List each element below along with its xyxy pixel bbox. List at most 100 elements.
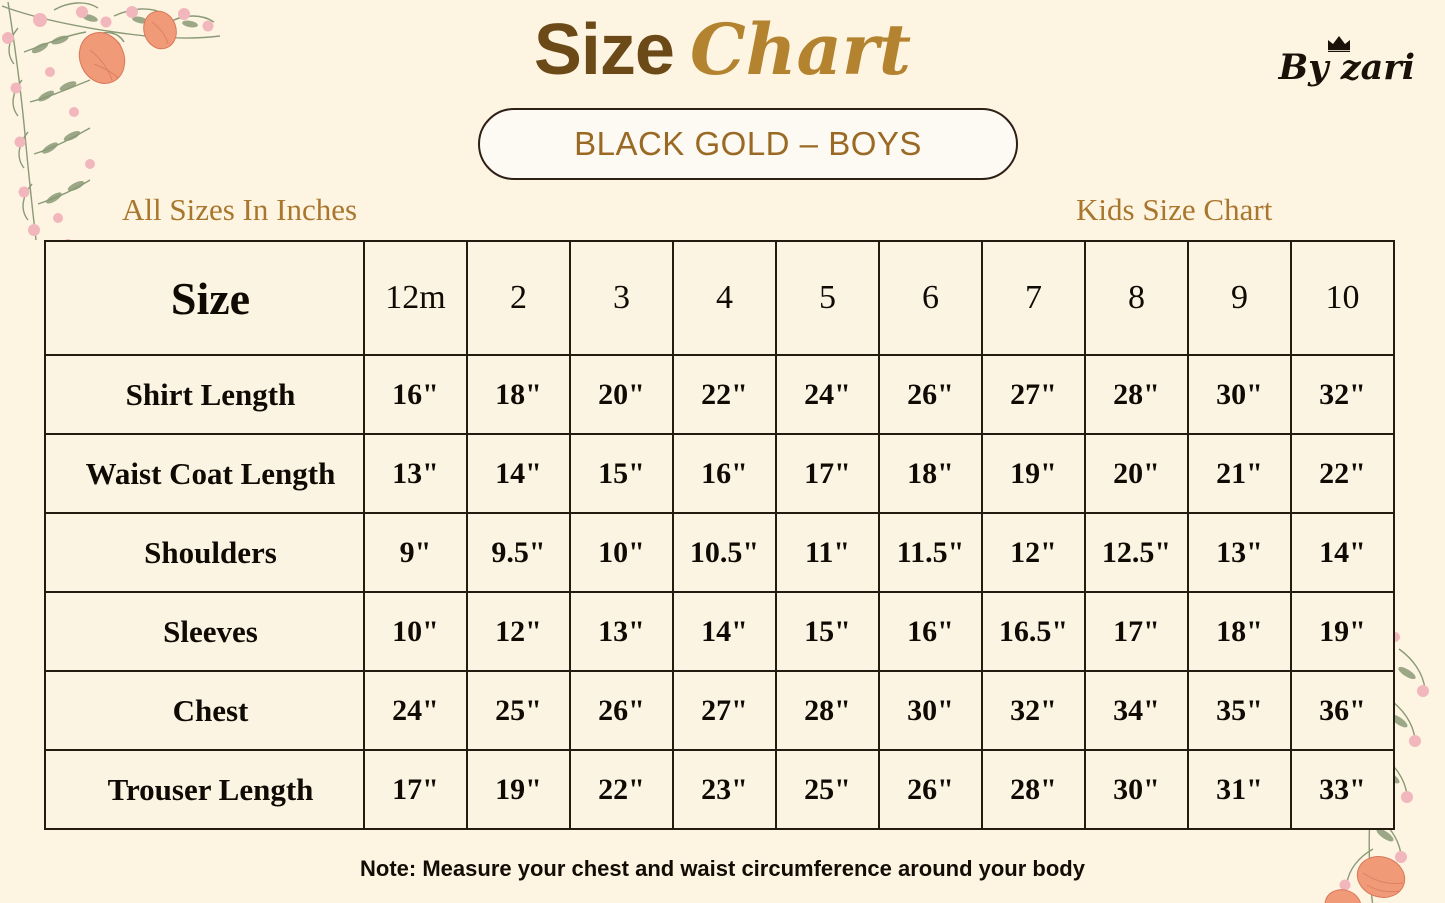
measurement-cell: 10" xyxy=(363,591,468,672)
table-head: Size 12m 2 3 4 5 6 7 8 9 10 xyxy=(44,240,1395,356)
header-cell-size-3: 3 xyxy=(569,240,674,356)
caption-chart-kind: Kids Size Chart xyxy=(1076,192,1273,227)
measurement-cell: 16" xyxy=(363,354,468,435)
measurement-cell: 26" xyxy=(878,749,983,830)
table-row: Shoulders 9" 9.5" 10" 10.5" 11" 11.5" 12" 12.5" 1… xyxy=(44,512,1395,593)
header-cell-size: Size xyxy=(44,240,365,356)
measurement-cell: 30" xyxy=(878,670,983,751)
measurement-cell: 25" xyxy=(775,749,880,830)
measurement-cell: 14" xyxy=(672,591,777,672)
measurement-cell: 12" xyxy=(981,512,1086,593)
measurement-cell: 12" xyxy=(466,591,571,672)
row-label: Waist Coat Length xyxy=(44,433,365,514)
table-body: Shirt Length 16" 18" 20" 22" 24" 26" 27" 28" 30" 3… xyxy=(44,354,1395,830)
measurement-cell: 21" xyxy=(1187,433,1292,514)
measurement-cell: 36" xyxy=(1290,670,1395,751)
measurement-cell: 26" xyxy=(569,670,674,751)
measurement-cell: 16" xyxy=(672,433,777,514)
measurement-cell: 24" xyxy=(363,670,468,751)
measurement-cell: 17" xyxy=(775,433,880,514)
header-cell-size-6: 6 xyxy=(878,240,983,356)
measurement-cell: 23" xyxy=(672,749,777,830)
measurement-cell: 30" xyxy=(1084,749,1189,830)
measurement-cell: 32" xyxy=(1290,354,1395,435)
measurement-note: Note: Measure your chest and waist circu… xyxy=(360,856,1085,881)
measurement-cell: 16.5" xyxy=(981,591,1086,672)
header-cell-size-2: 2 xyxy=(466,240,571,356)
crown-icon xyxy=(1328,36,1350,52)
measurement-cell: 12.5" xyxy=(1084,512,1189,593)
row-label: Chest xyxy=(44,670,365,751)
row-label: Shirt Length xyxy=(44,354,365,435)
measurement-cell: 24" xyxy=(775,354,880,435)
measurement-cell: 28" xyxy=(1084,354,1189,435)
measurement-cell: 13" xyxy=(1187,512,1292,593)
measurement-cell: 10" xyxy=(569,512,674,593)
measurement-cell: 11" xyxy=(775,512,880,593)
header-cell-size-5: 5 xyxy=(775,240,880,356)
measurement-cell: 22" xyxy=(1290,433,1395,514)
header-cell-size-8: 8 xyxy=(1084,240,1189,356)
header-cell-size-9: 9 xyxy=(1187,240,1292,356)
measurement-cell: 19" xyxy=(1290,591,1395,672)
row-label: Sleeves xyxy=(44,591,365,672)
measurement-cell: 22" xyxy=(672,354,777,435)
measurement-cell: 17" xyxy=(1084,591,1189,672)
measurement-cell: 31" xyxy=(1187,749,1292,830)
header-cell-size-7: 7 xyxy=(981,240,1086,356)
size-chart-table-wrapper: Size 12m 2 3 4 5 6 7 8 9 10 Shirt Length 16" 18" 20"… xyxy=(44,240,1395,830)
table-captions: All Sizes In Inches Kids Size Chart xyxy=(0,192,1445,236)
measurement-cell: 35" xyxy=(1187,670,1292,751)
measurement-cell: 9.5" xyxy=(466,512,571,593)
header-cell-size-12m: 12m xyxy=(363,240,468,356)
caption-units: All Sizes In Inches xyxy=(122,192,358,227)
table-row: Shirt Length 16" 18" 20" 22" 24" 26" 27" 28" 30" 3… xyxy=(44,354,1395,435)
table-row: Chest 24" 25" 26" 27" 28" 30" 32" 34" 35" 36" xyxy=(44,670,1395,751)
table-header-row: Size 12m 2 3 4 5 6 7 8 9 10 xyxy=(44,240,1395,356)
measurement-cell: 13" xyxy=(363,433,468,514)
measurement-cell: 32" xyxy=(981,670,1086,751)
measurement-cell: 28" xyxy=(775,670,880,751)
page-header: Size Chart xyxy=(0,0,1445,86)
measurement-cell: 17" xyxy=(363,749,468,830)
measurement-cell: 27" xyxy=(981,354,1086,435)
page-title: Size Chart xyxy=(0,14,1445,86)
measurement-cell: 22" xyxy=(569,749,674,830)
brand-name: By zari xyxy=(1278,47,1415,88)
measurement-cell: 16" xyxy=(878,591,983,672)
measurement-cell: 9" xyxy=(363,512,468,593)
header-cell-size-4: 4 xyxy=(672,240,777,356)
table-row: Trouser Length 17" 19" 22" 23" 25" 26" 28" 30" 31… xyxy=(44,749,1395,830)
measurement-cell: 15" xyxy=(775,591,880,672)
measurement-cell: 18" xyxy=(878,433,983,514)
row-label: Trouser Length xyxy=(44,749,365,830)
measurement-cell: 11.5" xyxy=(878,512,983,593)
measurement-cell: 14" xyxy=(1290,512,1395,593)
size-chart-table: Size 12m 2 3 4 5 6 7 8 9 10 Shirt Length 16" 18" 20"… xyxy=(44,240,1395,830)
measurement-cell: 18" xyxy=(1187,591,1292,672)
measurement-cell: 13" xyxy=(569,591,674,672)
measurement-cell: 34" xyxy=(1084,670,1189,751)
measurement-cell: 18" xyxy=(466,354,571,435)
row-label: Shoulders xyxy=(44,512,365,593)
table-row: Waist Coat Length 13" 14" 15" 16" 17" 18" 19" 20… xyxy=(44,433,1395,514)
measurement-cell: 19" xyxy=(466,749,571,830)
measurement-cell: 30" xyxy=(1187,354,1292,435)
measurement-cell: 10.5" xyxy=(672,512,777,593)
title-chart-word: Chart xyxy=(689,8,912,91)
measurement-cell: 28" xyxy=(981,749,1086,830)
measurement-cell: 27" xyxy=(672,670,777,751)
measurement-cell: 19" xyxy=(981,433,1086,514)
measurement-cell: 20" xyxy=(569,354,674,435)
measurement-cell: 15" xyxy=(569,433,674,514)
category-badge-label: BLACK GOLD – BOYS xyxy=(574,125,922,162)
category-badge: BLACK GOLD – BOYS xyxy=(478,108,1018,180)
header-cell-size-10: 10 xyxy=(1290,240,1395,356)
brand-logo: By zari xyxy=(1278,36,1415,88)
measurement-cell: 26" xyxy=(878,354,983,435)
measurement-cell: 20" xyxy=(1084,433,1189,514)
title-size-word: Size xyxy=(533,10,675,90)
measurement-cell: 25" xyxy=(466,670,571,751)
measurement-cell: 14" xyxy=(466,433,571,514)
table-row: Sleeves 10" 12" 13" 14" 15" 16" 16.5" 17" 18" 19" xyxy=(44,591,1395,672)
